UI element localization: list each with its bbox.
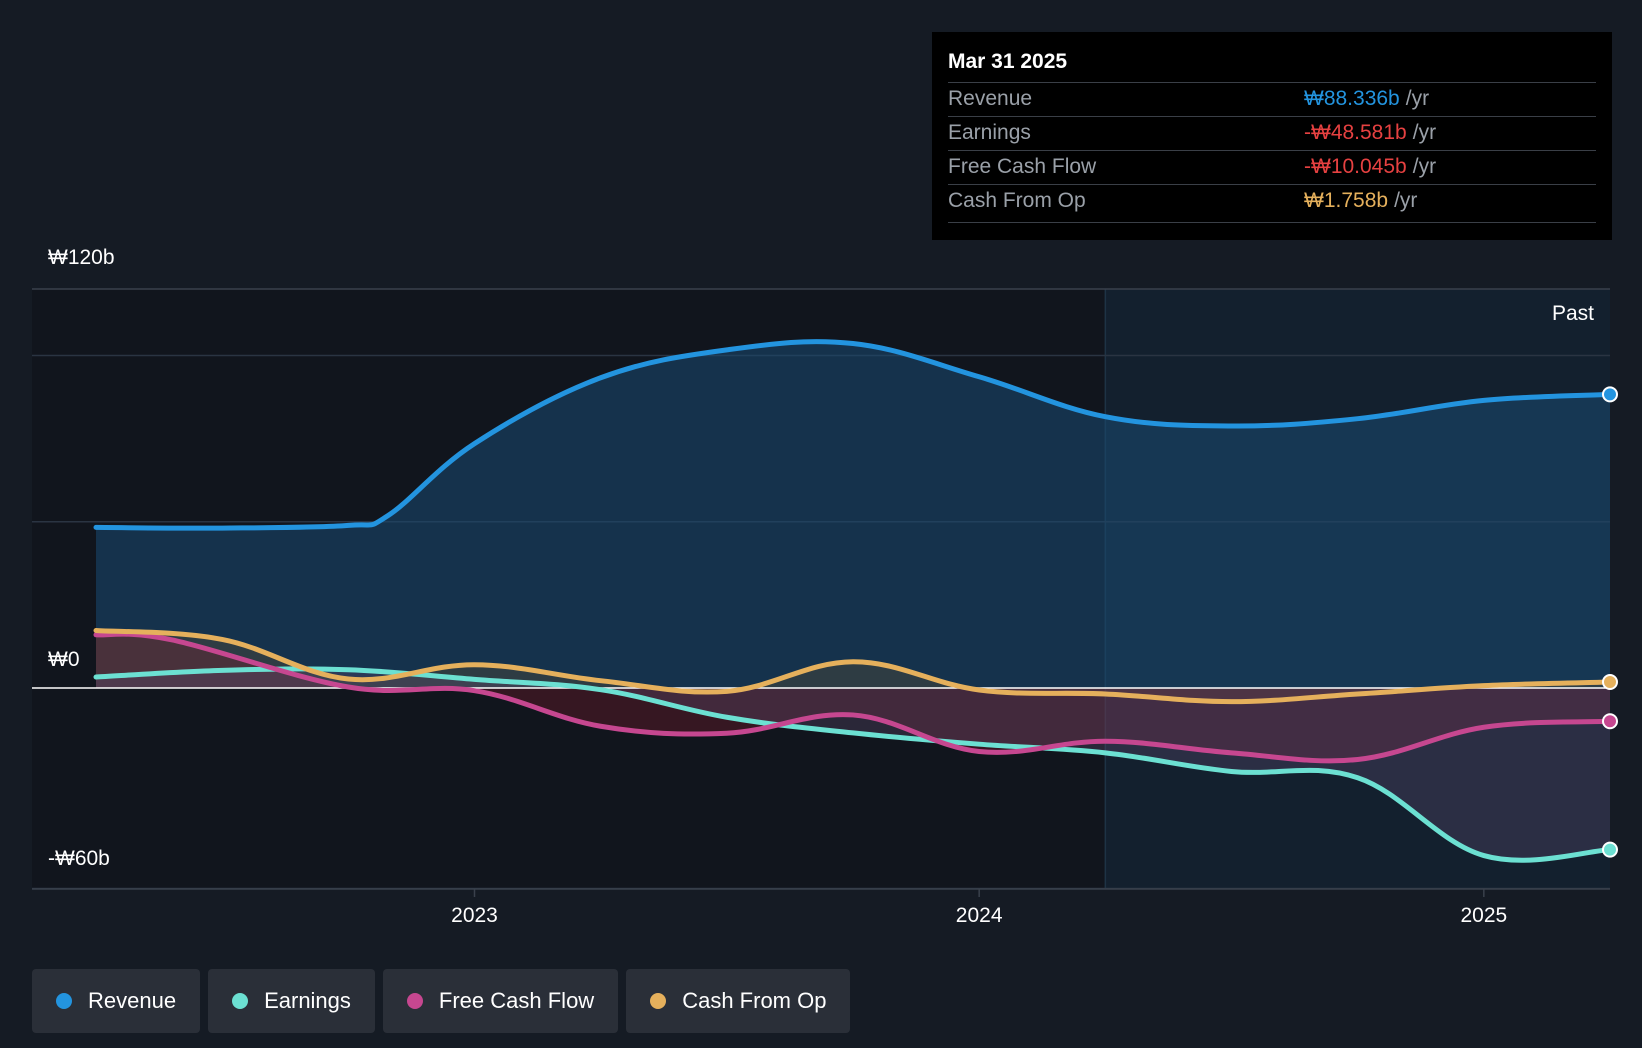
legend-label: Cash From Op [682,988,827,1013]
x-tick-label: 2023 [451,904,498,927]
legend-label: Revenue [88,988,177,1013]
y-tick-label: -₩60b [48,847,110,870]
endpoint-cash-from-op [1602,674,1618,691]
chart-canvas: ₩120b ₩0 -₩60b 2023 2024 2025 Past [32,246,1618,927]
tooltip-label: Free Cash Flow [948,155,1097,178]
endpoint-earnings [1602,841,1618,858]
legend-dot-icon [56,993,72,1009]
area-earnings [96,668,1610,861]
line-revenue [93,339,1613,531]
tooltip-unit: /yr [1412,121,1437,144]
line-free-cash-flow [93,631,1613,764]
y-tick-label: ₩120b [48,246,115,269]
line-earnings [93,666,1613,863]
tooltip-row-free-cash-flow: Free Cash Flow -₩10.045b/yr [948,150,1596,185]
x-tick-label: 2025 [1460,904,1507,927]
endpoint-revenue [1602,386,1618,403]
legend-dot-icon [232,993,249,1009]
data-tooltip: Mar 31 2025 Revenue ₩88.336b/yr Earnings… [932,32,1612,240]
tooltip-value-revenue: ₩88.336b [1304,87,1400,110]
x-tick-label: 2024 [956,904,1003,927]
tooltip-unit: /yr [1405,87,1430,110]
legend-item-free-cash-flow[interactable]: Free Cash Flow [382,969,619,1033]
chart-legend: Revenue Earnings Free Cash Flow Cash Fro… [32,969,851,1033]
tooltip-value: ₩88.336b/yr [1304,87,1429,111]
tooltip-label: Earnings [948,121,1031,144]
tooltip-value-earnings: -₩48.581b [1304,121,1407,144]
area-cash-from-op [96,630,1610,702]
tooltip-row-earnings: Earnings -₩48.581b/yr [948,116,1596,151]
tooltip-row-revenue: Revenue ₩88.336b/yr [948,82,1596,117]
y-tick-label: ₩0 [48,648,80,671]
legend-item-revenue[interactable]: Revenue [32,969,201,1033]
tooltip-value-cfo: ₩1.758b [1304,189,1389,212]
area-free-cash-flow [96,634,1610,761]
tooltip-row-cash-from-op: Cash From Op ₩1.758b/yr [948,184,1596,219]
tooltip-unit: /yr [1412,155,1437,178]
legend-dot-icon [406,993,423,1009]
tooltip-value: -₩48.581b/yr [1304,121,1436,145]
tooltip-date: Mar 31 2025 [948,50,1068,73]
line-cash-from-op [93,627,1613,705]
tooltip-value: -₩10.045b/yr [1304,155,1436,179]
legend-dot-icon [650,993,667,1009]
legend-item-earnings[interactable]: Earnings [208,969,375,1033]
tooltip-divider [948,222,1596,223]
endpoint-free-cash-flow [1602,713,1618,730]
past-label: Past [1552,302,1594,325]
legend-label: Free Cash Flow [438,988,595,1013]
tooltip-value-fcf: -₩10.045b [1304,155,1407,178]
tooltip-label: Cash From Op [948,189,1086,212]
legend-label: Earnings [264,988,351,1013]
tooltip-value: ₩1.758b/yr [1304,189,1417,213]
legend-item-cash-from-op[interactable]: Cash From Op [626,969,851,1033]
tooltip-unit: /yr [1394,189,1418,212]
tooltip-label: Revenue [948,87,1033,110]
